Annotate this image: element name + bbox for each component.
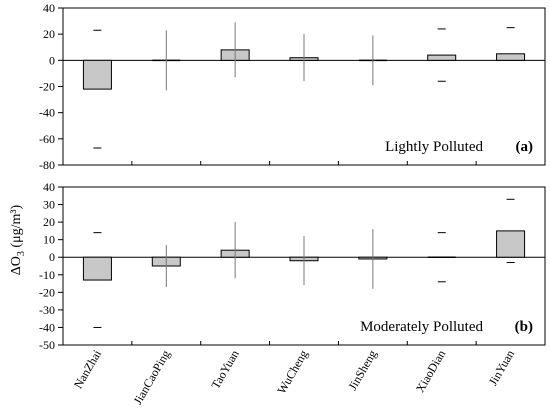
- x-category-label: JianCaoPing: [130, 348, 172, 408]
- bar-b-jinyuan: [496, 230, 526, 258]
- y-axis-title: ΔO3 (μg/m³): [9, 204, 27, 275]
- bar-b-nanzhai: [82, 256, 112, 281]
- y-tick-label-b: 10: [43, 233, 55, 247]
- y-tick-label-a: 0: [49, 53, 55, 67]
- y-tick-label-b: 0: [49, 250, 55, 264]
- y-tick-label-a: 20: [43, 27, 55, 41]
- y-tick-label-a: -40: [39, 106, 55, 120]
- y-tick-label-b: -20: [39, 285, 55, 299]
- x-category-label: XiaoDian: [413, 348, 448, 395]
- y-tick-label-b: 30: [43, 198, 55, 212]
- y-tick-label-b: 40: [43, 180, 55, 194]
- panel-label-a: Lightly Polluted: [385, 139, 483, 155]
- y-tick-label-b: -50: [39, 338, 55, 352]
- x-category-label: NanZhai: [71, 347, 104, 391]
- bar-a-jinyuan: [496, 53, 526, 61]
- y-tick-label-a: -20: [39, 80, 55, 94]
- y-tick-label-b: -40: [39, 320, 55, 334]
- panel-tag-b: (b): [515, 319, 533, 335]
- bar-a-xiaodian: [427, 54, 457, 61]
- panel-label-b: Moderately Polluted: [360, 319, 483, 335]
- x-category-labels: NanZhai JianCaoPing TaoYuan WuCheng JinSheng…: [71, 347, 517, 407]
- y-tick-label-a: -60: [39, 132, 55, 146]
- y-tick-label-b: -30: [39, 303, 55, 317]
- bar-a-nanzhai: [82, 59, 112, 90]
- y-tick-label-b: 20: [43, 215, 55, 229]
- y-tick-label-b: -10: [39, 268, 55, 282]
- x-category-label: JinSheng: [345, 348, 379, 393]
- y-tick-label-a: 40: [43, 1, 55, 15]
- x-category-label: JinYuan: [486, 348, 517, 388]
- x-category-label: WuCheng: [274, 348, 310, 397]
- plot-frame-b: [62, 186, 546, 346]
- y-tick-label-a: -80: [39, 158, 55, 172]
- panel-b: -50 -40 -30 -20 -10 0 10 20 30 40 Moderately Pollu…: [39, 180, 546, 352]
- x-category-label: TaoYuan: [208, 348, 241, 392]
- panel-tag-a: (a): [516, 139, 534, 155]
- panel-a: -80 -60 -40 -20 0 20 40 Lightly Polluted (a): [39, 1, 546, 172]
